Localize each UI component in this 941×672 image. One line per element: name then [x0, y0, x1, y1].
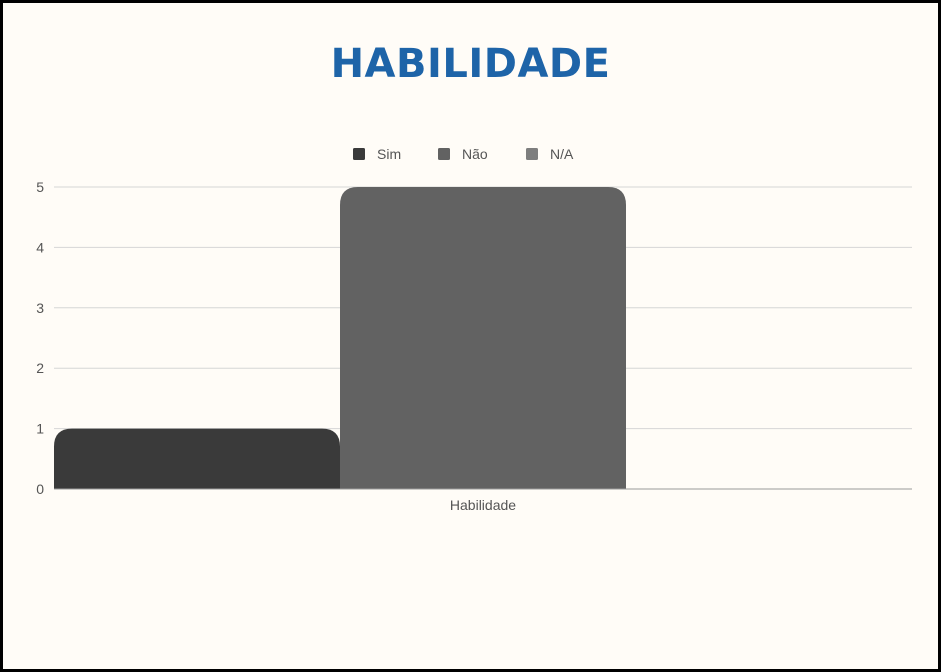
x-category-label: Habilidade [450, 497, 516, 513]
y-tick-label: 0 [36, 481, 44, 497]
chart-canvas: Sim Não N/A 0 1 2 3 4 5 Habilidade [36, 146, 912, 513]
legend-item: Sim [353, 146, 401, 162]
legend-label: Sim [377, 146, 401, 162]
legend-swatch [438, 148, 450, 160]
y-axis-ticks: 0 1 2 3 4 5 [36, 179, 44, 497]
y-tick-label: 3 [36, 300, 44, 316]
legend-swatch [353, 148, 365, 160]
y-tick-label: 2 [36, 360, 44, 376]
legend-item: N/A [526, 146, 574, 162]
bar-sim [54, 428, 340, 489]
y-tick-label: 4 [36, 239, 44, 255]
x-axis: Habilidade [54, 488, 912, 513]
chart-title: HABILIDADE [330, 41, 611, 87]
legend: Sim Não N/A [353, 146, 574, 162]
y-tick-label: 1 [36, 421, 44, 437]
legend-item: Não [438, 146, 488, 162]
legend-label: Não [462, 146, 488, 162]
legend-swatch [526, 148, 538, 160]
bar-n-o [340, 187, 626, 489]
legend-label: N/A [550, 146, 574, 162]
bars [54, 187, 626, 489]
y-tick-label: 5 [36, 179, 44, 195]
